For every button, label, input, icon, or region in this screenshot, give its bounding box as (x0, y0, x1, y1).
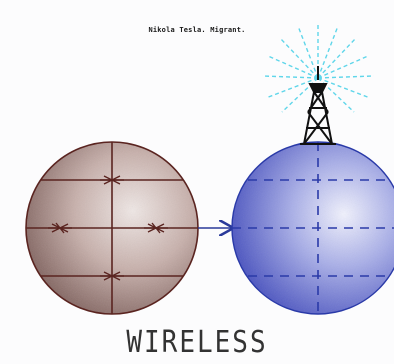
radio-tower-icon (300, 66, 336, 145)
poster-caption: Nikola Tesla. Migrant. (148, 26, 246, 34)
barbed-wire-globe-icon (25, 141, 199, 315)
poster-title: WIRELESS (126, 325, 268, 361)
radio-tower-globe-icon (231, 141, 394, 315)
barb-icon (48, 175, 168, 281)
